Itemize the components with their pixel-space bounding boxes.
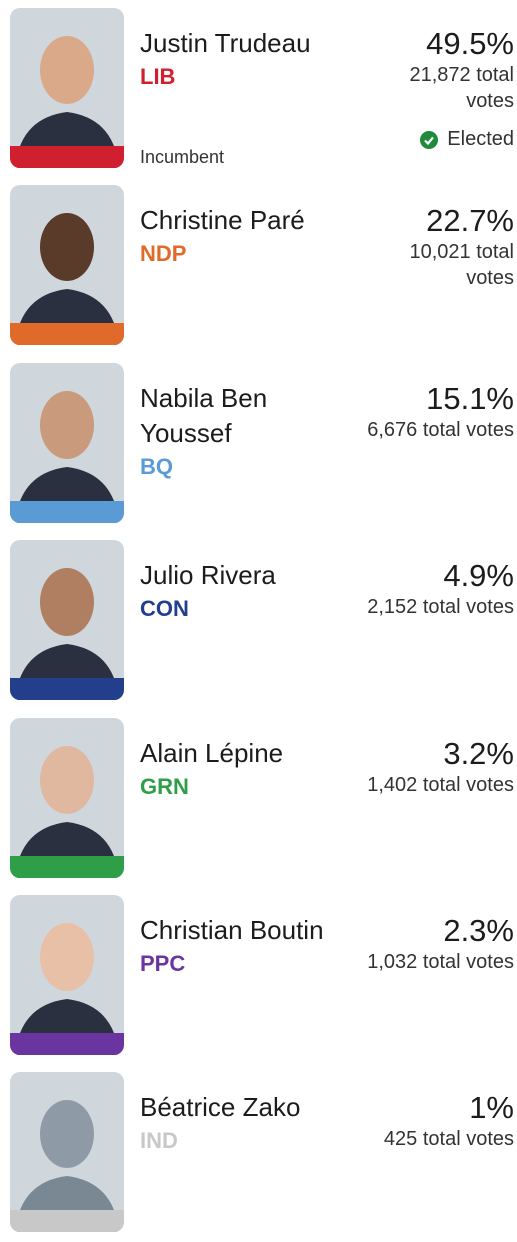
name-text: Béatrice Zako [140,1090,355,1125]
name-text: Christine Paré [140,203,355,238]
vote-count: 1,032 total votes [367,949,514,975]
name-text: Alain Lépine [140,736,355,771]
portrait [10,718,124,878]
party-label: PPC [140,948,355,980]
vote-percent: 1% [384,1090,514,1126]
portrait [10,895,124,1055]
name-text: Christian Boutin [140,913,355,948]
vote-count: 21,872 total votes [364,62,514,114]
vote-percent: 22.7% [364,203,514,239]
vote-count: 425 total votes [384,1126,514,1152]
candidate-photo [10,363,124,523]
status-text: Elected [447,128,514,151]
party-band [10,323,124,345]
elected-status: Elected [420,128,514,151]
party-band [10,146,124,168]
portrait [10,8,124,168]
check-icon [420,131,438,149]
party-band [10,678,124,700]
result: 4.9%2,152 total votes [367,558,514,620]
party-label: BQ [140,451,355,483]
results-page: Justin TrudeauLIB49.5%21,872 total votes… [0,0,517,1230]
result: 15.1%6,676 total votes [367,381,514,443]
vote-count: 2,152 total votes [367,594,514,620]
portrait [10,540,124,700]
candidate-photo [10,718,124,878]
portrait [10,1072,124,1232]
party-label: IND [140,1125,355,1157]
party-label: GRN [140,771,355,803]
party-band [10,501,124,523]
result: 2.3%1,032 total votes [367,913,514,975]
party-band [10,856,124,878]
name-text: Justin Trudeau [140,26,355,61]
party-band [10,1210,124,1232]
portrait [10,185,124,345]
candidate-photo [10,540,124,700]
incumbent-note: Incumbent [140,147,224,168]
vote-percent: 4.9% [367,558,514,594]
vote-count: 10,021 total votes [364,239,514,291]
vote-count: 1,402 total votes [367,772,514,798]
result: 1%425 total votes [384,1090,514,1152]
name-text: Julio Rivera [140,558,355,593]
vote-percent: 2.3% [367,913,514,949]
party-label: NDP [140,238,355,270]
candidate-photo [10,895,124,1055]
result: 22.7%10,021 total votes [364,203,514,291]
candidate-photo [10,8,124,168]
vote-count: 6,676 total votes [367,417,514,443]
candidate-photo [10,1072,124,1232]
result: 3.2%1,402 total votes [367,736,514,798]
name-text: Nabila Ben Youssef [140,381,355,451]
vote-percent: 3.2% [367,736,514,772]
vote-percent: 15.1% [367,381,514,417]
party-label: CON [140,593,355,625]
result: 49.5%21,872 total votes [364,26,514,114]
party-band [10,1033,124,1055]
candidate-photo [10,185,124,345]
party-label: LIB [140,61,355,93]
vote-percent: 49.5% [364,26,514,62]
portrait [10,363,124,523]
